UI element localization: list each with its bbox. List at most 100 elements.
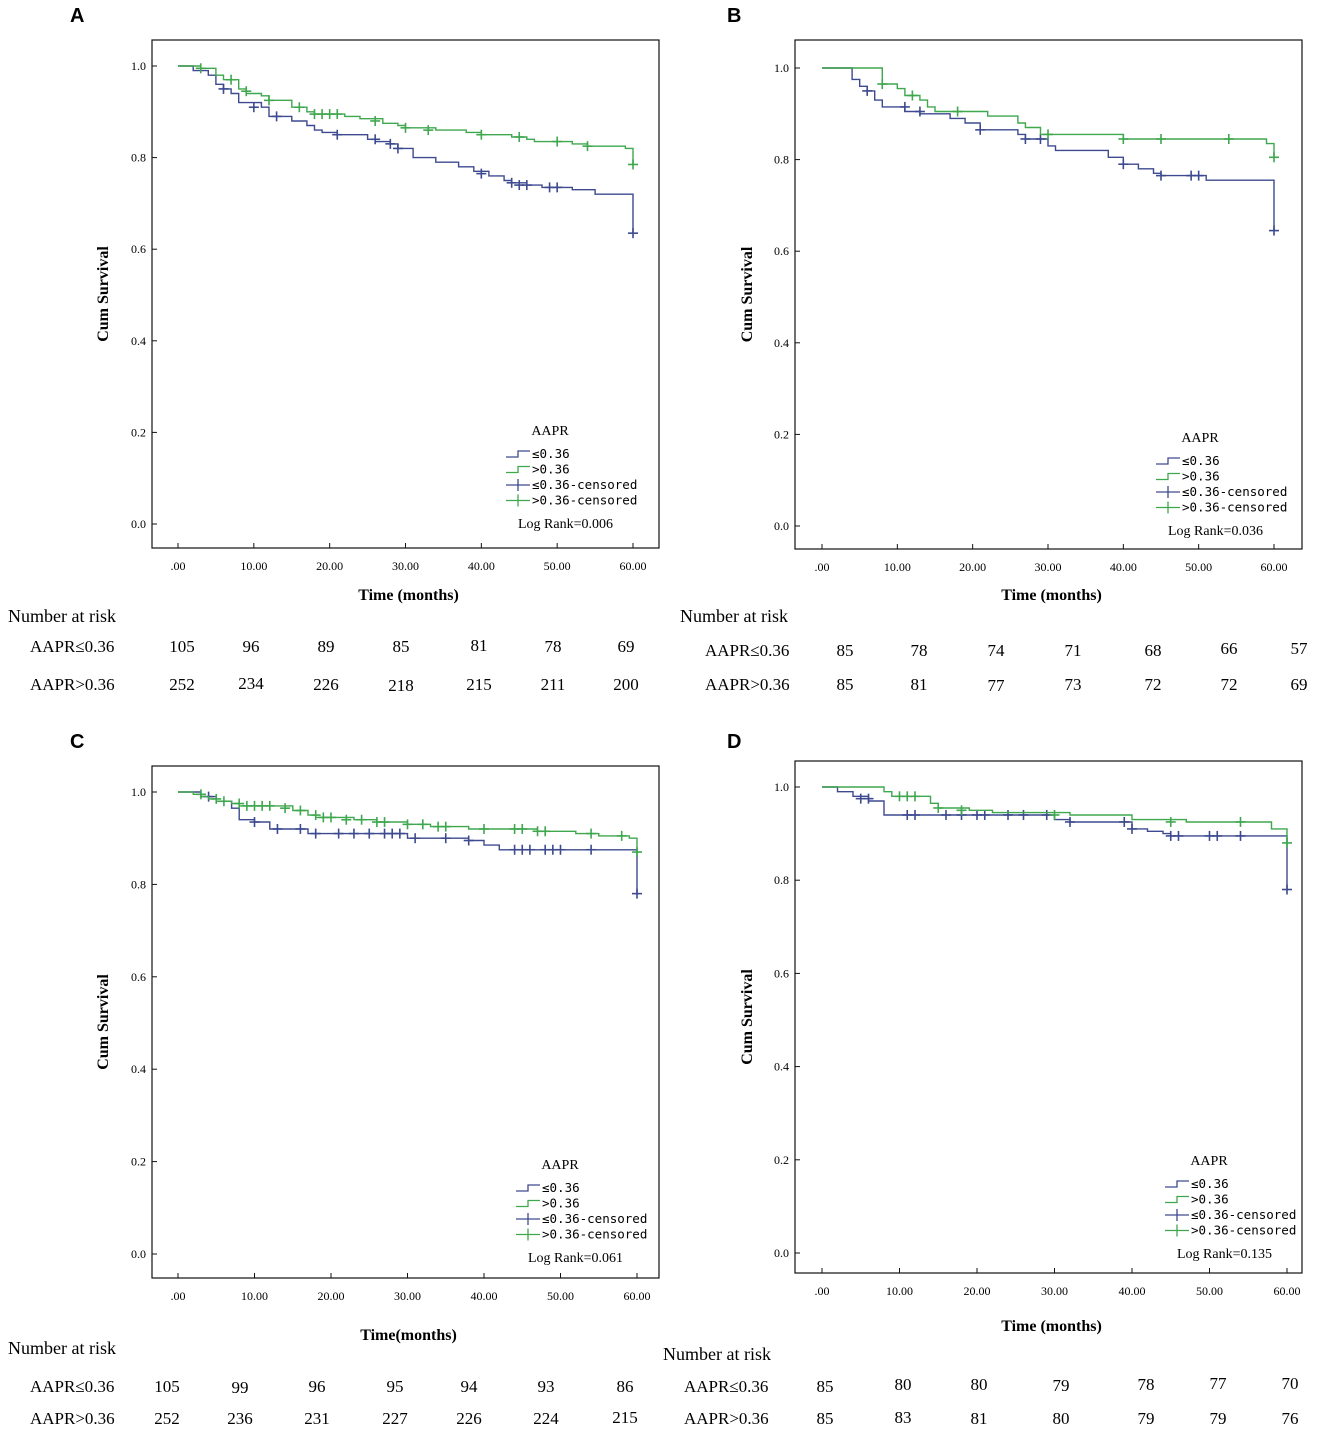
censor-mark-high-aapr [1043, 129, 1053, 140]
censor-mark-high-aapr [280, 803, 291, 814]
y-tick-label: 0.4 [774, 336, 789, 350]
censor-mark-low-aapr [632, 888, 642, 899]
censor-mark-low-aapr [506, 177, 517, 188]
x-tick-label: 10.00 [240, 559, 267, 573]
plot-frame [151, 765, 660, 1279]
legend-item: ≤0.36 [516, 1180, 580, 1195]
x-tick-label: 20.00 [959, 560, 986, 574]
y-tick-label: 0.2 [774, 1153, 789, 1167]
risk-count: 79 [1053, 1376, 1070, 1395]
legend-label: ≤0.36-censored [542, 1211, 647, 1226]
legend-title: AAPR [531, 424, 569, 439]
censor-mark-low-aapr [248, 102, 259, 113]
legend-step-swatch [516, 1199, 540, 1208]
survival-curve-high-aapr [178, 791, 638, 853]
risk-count: 236 [227, 1409, 253, 1428]
risk-count: 66 [1221, 639, 1238, 658]
y-axis-title: Cum Survival [739, 969, 756, 1065]
legend-item: ≤0.36-censored [1156, 484, 1287, 499]
x-tick-label: 40.00 [468, 559, 495, 573]
legend-label: >0.36-censored [1182, 500, 1287, 515]
risk-count: 224 [533, 1409, 559, 1428]
y-tick-label: 0.8 [774, 873, 789, 887]
censor-mark-high-aapr [877, 79, 888, 90]
risk-count: 78 [911, 641, 928, 660]
censor-mark-high-aapr [952, 106, 963, 117]
censor-mark-low-aapr [1119, 816, 1130, 827]
risk-count: 226 [456, 1409, 482, 1428]
censor-mark-low-aapr [332, 129, 343, 140]
plot-frame [151, 39, 660, 549]
risk-count: 78 [545, 637, 562, 656]
risk-count: 80 [895, 1375, 912, 1394]
censor-mark-low-aapr [1020, 133, 1031, 144]
risk-row-label: AAPR>0.36 [705, 675, 790, 694]
censor-mark-low-aapr [1235, 830, 1246, 841]
panel-letter: C [70, 731, 84, 753]
risk-count: 80 [971, 1375, 988, 1394]
legend-step-swatch [1165, 1180, 1189, 1188]
legend-label: >0.36-censored [542, 1227, 647, 1242]
censor-mark-low-aapr [1269, 225, 1279, 236]
censor-mark-low-aapr [1212, 830, 1223, 841]
censor-mark-low-aapr [524, 844, 535, 855]
risk-count: 85 [817, 1377, 834, 1396]
legend-label: >0.36 [1191, 1192, 1229, 1207]
x-tick-label: 30.00 [1041, 1284, 1068, 1298]
x-tick-label: 20.00 [316, 559, 343, 573]
censor-mark-low-aapr [476, 168, 487, 179]
panel-letter: B [727, 5, 741, 27]
censor-mark-high-aapr [552, 136, 563, 147]
y-tick-label: 0.6 [131, 970, 146, 984]
risk-table-title: Number at risk [8, 606, 116, 626]
legend-step-swatch [506, 465, 530, 474]
risk-count: 79 [1138, 1409, 1155, 1428]
censor-mark-low-aapr [1003, 809, 1013, 820]
x-axis-title: Time (months) [1001, 587, 1102, 604]
risk-count: 89 [318, 637, 335, 656]
legend-item: >0.36-censored [1156, 500, 1287, 515]
legend: AAPR ≤0.36>0.36≤0.36-censored>0.36-censor… [1156, 431, 1287, 539]
legend-item: >0.36 [506, 462, 570, 477]
censor-mark-high-aapr [264, 800, 275, 811]
censor-mark-high-aapr [356, 814, 367, 825]
y-tick-label: 0.8 [131, 877, 146, 891]
censor-mark-high-aapr [586, 828, 597, 839]
legend: AAPR ≤0.36>0.36≤0.36-censored>0.36-censor… [1165, 1154, 1296, 1262]
censor-mark-low-aapr [910, 809, 920, 820]
censor-mark-low-aapr [463, 835, 474, 846]
y-tick-label: 0.4 [131, 334, 146, 348]
risk-count: 252 [154, 1409, 180, 1428]
risk-table-row: AAPR>0.36 252 236 231 227 226 224 215 [30, 1408, 638, 1428]
risk-count: 93 [538, 1377, 555, 1396]
risk-count: 95 [387, 1377, 404, 1396]
km-panel-a: A 0.0 0.2 0.4 0.6 0.8 1.0 .00 10.00 20.00 30.00 40.… [8, 5, 660, 695]
legend-label: >0.36 [532, 462, 570, 477]
censor-mark-low-aapr [1065, 816, 1075, 827]
y-tick-label: 0.4 [131, 1062, 146, 1076]
censor-mark-low-aapr [941, 809, 951, 820]
legend-label: ≤0.36 [542, 1180, 580, 1195]
censor-mark-low-aapr [914, 106, 925, 117]
legend-label: ≤0.36 [1191, 1176, 1229, 1191]
risk-table-row: AAPR>0.36 252 234 226 218 215 211 200 [30, 674, 639, 695]
censor-mark-low-aapr [440, 833, 451, 844]
censor-mark-low-aapr [271, 111, 282, 122]
risk-count: 96 [243, 637, 260, 656]
censor-mark-high-aapr [479, 823, 489, 834]
censor-mark-low-aapr [310, 828, 321, 839]
x-tick-label: 60.00 [624, 1289, 651, 1303]
risk-count: 234 [238, 674, 264, 693]
censor-mark-high-aapr [417, 819, 428, 830]
legend-label: ≤0.36-censored [1182, 484, 1287, 499]
risk-row-label: AAPR>0.36 [684, 1409, 769, 1428]
censor-mark-low-aapr [394, 828, 405, 839]
km-panel-c: C 0.0 0.2 0.4 0.6 0.8 1.0 .00 10.00 20.00 30.00 40.… [8, 731, 660, 1428]
censor-mark-low-aapr [385, 138, 396, 149]
risk-count: 72 [1221, 675, 1238, 694]
legend: AAPR ≤0.36>0.36≤0.36-censored>0.36-censor… [506, 424, 637, 532]
risk-count: 231 [304, 1409, 330, 1428]
risk-table-row: AAPR≤0.36 85 80 80 79 78 77 70 [684, 1374, 1299, 1396]
